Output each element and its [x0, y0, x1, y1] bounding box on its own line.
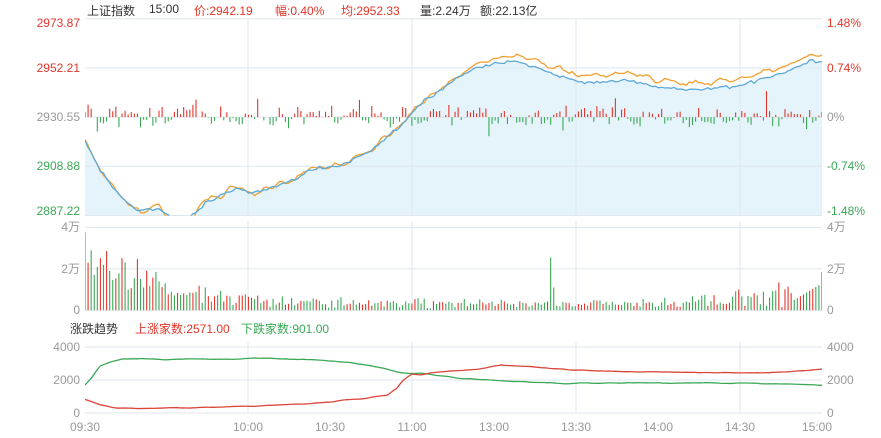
svg-text:2952.21: 2952.21: [37, 61, 81, 75]
svg-text:09:30: 09:30: [70, 420, 100, 434]
svg-text:4万: 4万: [61, 220, 80, 234]
svg-text:15:00: 15:00: [802, 420, 832, 434]
svg-text:2万: 2万: [827, 262, 846, 276]
svg-text:2000: 2000: [53, 373, 80, 387]
svg-text:2930.55: 2930.55: [37, 110, 81, 124]
svg-text:0: 0: [73, 303, 80, 317]
svg-text:4万: 4万: [827, 220, 846, 234]
svg-text:11:00: 11:00: [397, 420, 426, 434]
svg-text:1.48%: 1.48%: [827, 16, 861, 30]
svg-text:2908.88: 2908.88: [37, 159, 81, 173]
svg-text:0%: 0%: [827, 110, 845, 124]
svg-text:-1.48%: -1.48%: [827, 204, 865, 218]
svg-text:4000: 4000: [827, 340, 854, 354]
svg-text:2887.22: 2887.22: [37, 204, 81, 218]
svg-text:4000: 4000: [53, 340, 80, 354]
svg-text:2万: 2万: [61, 262, 80, 276]
svg-text:2000: 2000: [827, 373, 854, 387]
svg-text:0: 0: [827, 303, 834, 317]
svg-text:14:00: 14:00: [643, 420, 673, 434]
svg-text:13:00: 13:00: [479, 420, 509, 434]
svg-text:10:00: 10:00: [233, 420, 263, 434]
svg-text:14:30: 14:30: [725, 420, 755, 434]
svg-text:0: 0: [827, 406, 834, 420]
svg-text:2973.87: 2973.87: [37, 16, 81, 30]
svg-text:13:30: 13:30: [561, 420, 591, 434]
svg-text:-0.74%: -0.74%: [827, 159, 865, 173]
svg-text:0: 0: [73, 406, 80, 420]
svg-text:0.74%: 0.74%: [827, 61, 861, 75]
svg-text:10:30: 10:30: [315, 420, 345, 434]
